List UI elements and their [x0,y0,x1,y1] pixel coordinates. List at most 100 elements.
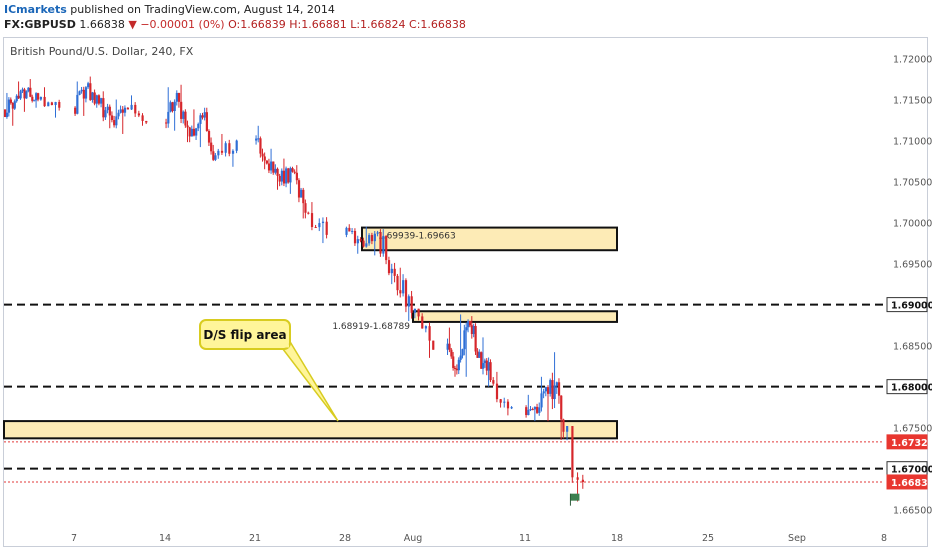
candle-body [489,362,492,381]
candle-body [5,112,9,118]
candle-body [307,212,310,214]
callout-text: D/S flip area [203,328,286,342]
candle-body [270,161,273,171]
candle-body [134,104,137,114]
candle-body [351,230,354,232]
candle-body [455,368,459,371]
candle-body [171,102,174,112]
candle-body [321,221,325,224]
candle-body [533,406,537,410]
price-axis-tick-label: 1.70000 [893,219,932,230]
candle-body [576,477,579,480]
candle-body [310,213,314,228]
candle-body [482,363,485,369]
published-text: published on TradingView.com, August 14,… [66,3,335,16]
candle-body [562,419,565,432]
down-arrow-icon: ▼ [128,18,137,31]
chart-frame [3,37,928,547]
candle-body [175,92,178,102]
candle-body [43,96,46,107]
price-axis-tick-label: 1.72000 [893,55,932,66]
price-axis-tick-label: 1.67500 [893,424,932,435]
callout-pointer [274,339,339,422]
price-axis-tick-label: 1.69500 [893,260,932,271]
candle-body [510,407,513,409]
candle-body [37,93,40,100]
candle-body [474,325,477,352]
candle-body [145,120,148,123]
price-level-badge-label: 1.68000 [891,383,932,394]
candle-body [117,112,120,117]
candle-body [82,89,85,99]
candle-body [536,406,539,413]
candle-body [102,98,105,118]
candle-body [385,235,388,261]
publisher-link[interactable]: ICmarkets [4,3,67,16]
candle-body [165,122,168,124]
time-axis-tick-label: Sep [788,533,806,544]
candle-body [84,87,88,99]
time-axis-tick-label: Aug [404,533,423,544]
candle-body [566,426,569,432]
candle-body [184,111,187,126]
candle-body [356,239,359,244]
candle-body [544,387,548,392]
candle-body [461,349,464,356]
price-axis-tick-label: 1.68500 [893,342,932,353]
candle-body [421,316,424,329]
candle-body [495,383,499,400]
candle-body [100,98,103,104]
price-level-badge [886,434,928,450]
candle-body [137,113,141,116]
candle-body [390,268,393,274]
candle-body [35,93,38,101]
candle-body [463,330,466,350]
candle-body [547,387,550,394]
candle-body [113,120,116,126]
candle-body [465,327,468,331]
candle-body [167,111,170,124]
price-axis-tick-label: 1.71500 [893,96,932,107]
candle-body [19,91,22,99]
candle-body [353,230,357,244]
candle-body [368,235,371,244]
price-level-badge-label: 1.66838 [891,478,932,489]
candle-body [276,168,279,176]
candle-body [376,232,379,234]
candle-body [9,99,13,103]
supply-demand-zone [412,310,618,323]
candle-body [538,407,541,413]
candle-body [47,102,50,107]
candle-body [393,268,396,276]
candle-body [503,401,506,403]
candle-body [557,382,561,396]
candle-body [525,407,528,416]
candle-body [177,92,181,102]
candle-body [302,189,305,204]
candle-body [571,426,574,478]
ohlc-low: L:1.66824 [350,18,406,31]
candle-body [478,352,481,358]
candle-body [407,296,410,307]
candle-body [560,395,563,420]
candle-body [472,325,475,335]
candle-body [468,321,472,326]
candle-body [291,168,294,172]
candle-body [76,94,79,114]
candle-body [108,106,111,116]
candle-body [289,168,292,183]
candle-body [141,115,144,121]
ohlc-high: H:1.66881 [289,18,347,31]
candle-body [428,326,431,341]
candle-body [527,409,530,416]
candle-body [542,391,545,394]
candle-body [272,161,275,173]
candle-body [457,359,460,371]
candle-body [261,153,264,157]
candle-body [448,343,451,350]
candle-body [485,360,488,371]
candle-body [220,150,224,153]
price-level-badge-label: 1.69000 [891,301,932,312]
candle-body [207,130,211,143]
